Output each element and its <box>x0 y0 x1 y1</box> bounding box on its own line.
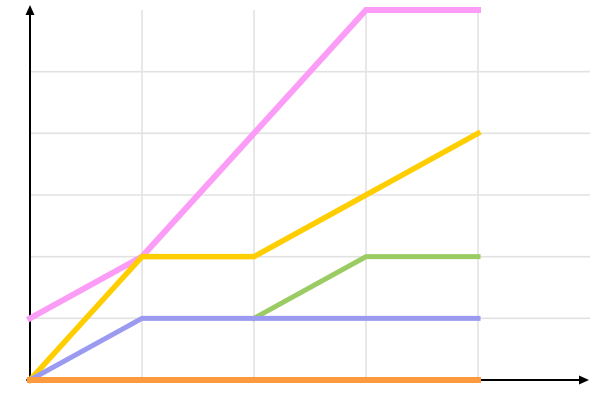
series-lines <box>25 6 482 384</box>
x-axis-arrow-icon <box>579 375 589 385</box>
gold-line <box>26 129 482 384</box>
gridlines <box>30 9 590 380</box>
blue-line <box>26 315 481 384</box>
y-axis-arrow-icon <box>25 5 35 15</box>
green-line <box>250 254 481 322</box>
violet-line <box>25 6 481 323</box>
